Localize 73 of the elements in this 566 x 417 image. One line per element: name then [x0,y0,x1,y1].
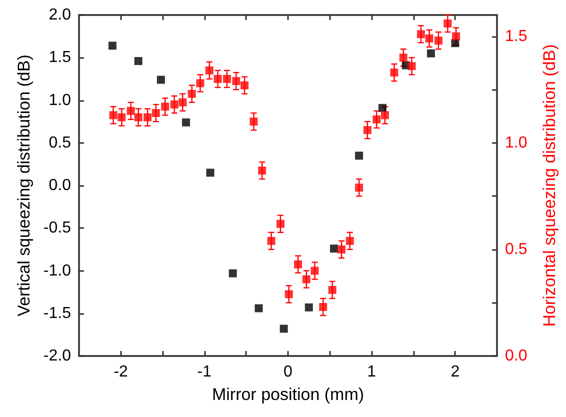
x-tick-label: 0 [284,364,293,380]
point [425,34,434,42]
point [267,236,276,245]
x-tick-label: 1 [367,364,376,380]
y-tick-label: 1.0 [48,92,72,109]
y-tick-label: -1.0 [43,262,72,280]
point [108,42,116,50]
point [205,66,214,74]
point [214,74,222,83]
point [250,118,258,126]
point [109,111,118,120]
point [178,98,187,106]
point [434,36,442,45]
y-tick-label: -2.0 [43,348,72,364]
x-tick-label: -1 [197,364,212,380]
point [408,62,416,70]
y2-tick-label: 1.5 [505,28,528,45]
point [228,269,237,278]
point [240,81,249,90]
x-tick-label: 2 [450,364,460,380]
point [258,166,266,175]
point [161,102,170,111]
point [372,115,381,124]
point [254,304,263,312]
point [156,76,165,84]
point [426,49,435,58]
point [284,290,293,298]
point [134,57,142,66]
y-tick-label: 2.0 [48,6,72,24]
y2-tick-label: 0.5 [505,240,528,258]
point [222,74,231,83]
point [452,32,460,40]
point [196,79,204,88]
point [363,126,372,134]
y-tick-label: 1.5 [48,49,72,66]
point [280,324,288,333]
point [444,20,452,28]
point [294,260,302,268]
point [310,266,319,275]
point [126,106,135,115]
point [302,275,310,284]
y2-tick-label: 0.0 [505,348,528,364]
point [338,245,346,254]
x-axis-title: Mirror position (mm) [212,385,364,404]
point [134,113,142,122]
point [416,30,425,38]
point [152,109,160,118]
point [188,90,196,98]
point [232,77,240,86]
point [276,220,284,228]
y-tick-label: 0.0 [48,177,72,194]
point [399,54,408,62]
y-axis-title: Vertical squeezing distribution (dB) [14,54,34,316]
point [380,111,389,120]
point [170,100,178,109]
y-tick-label: -1.5 [43,304,72,322]
point [330,244,338,253]
point [118,113,126,122]
point [182,118,190,126]
y-tick-label: -0.5 [43,220,72,237]
point [319,302,328,311]
point [355,184,364,192]
point [355,152,364,160]
point [206,168,214,177]
x-tick-label: -2 [114,364,128,380]
point [304,303,313,312]
y2-tick-label: 1.0 [505,134,528,152]
y2-axis-title: Horizontal squeezing distribution (dB) [540,44,559,327]
point [390,68,398,77]
point [144,113,152,122]
point [346,236,354,245]
y-tick-label: 0.5 [48,134,72,152]
point [328,286,336,294]
